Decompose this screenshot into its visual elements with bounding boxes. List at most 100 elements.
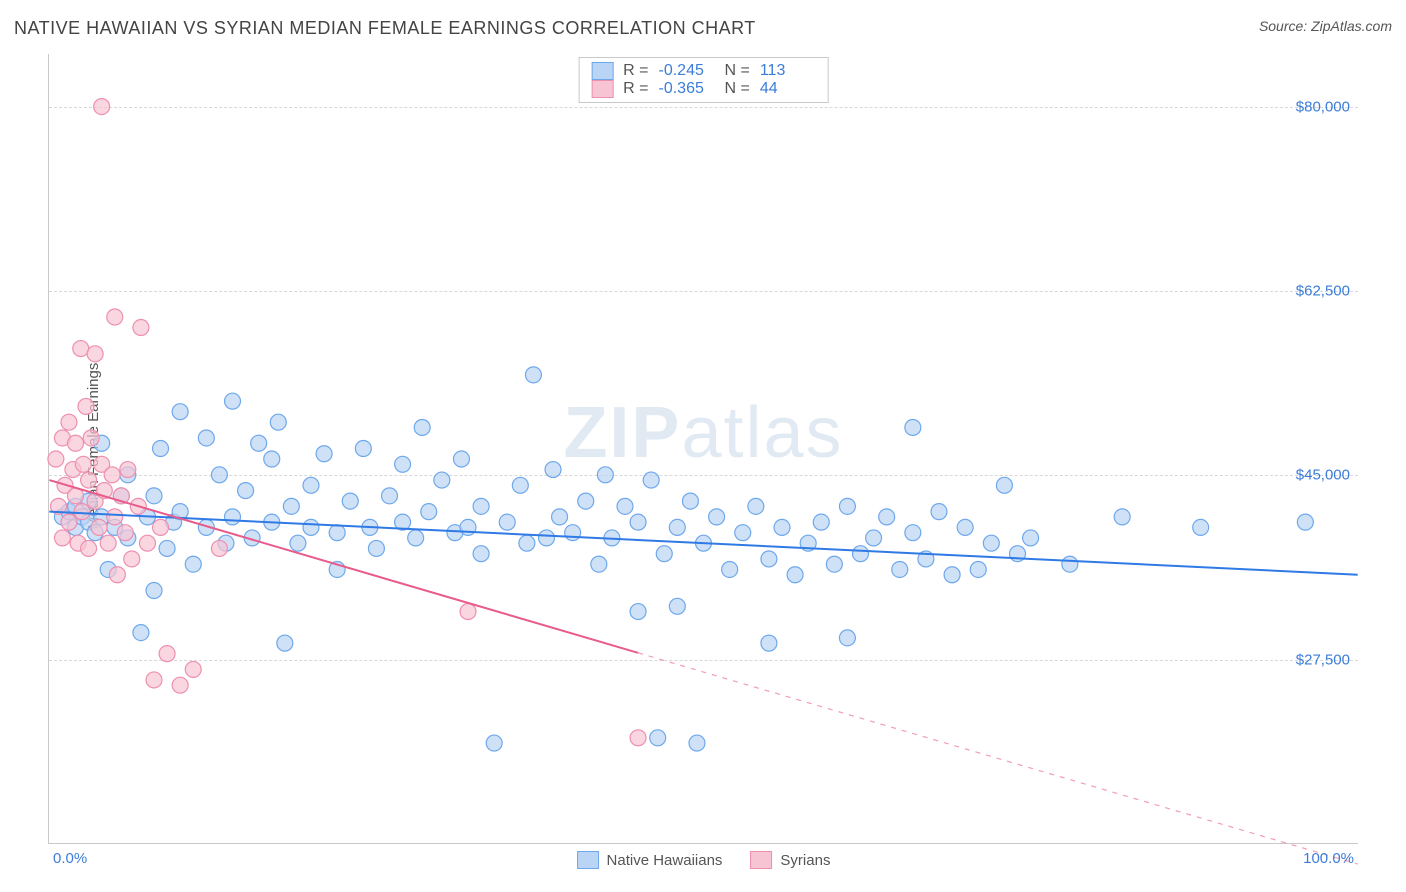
data-point	[552, 509, 568, 525]
data-point	[172, 677, 188, 693]
data-point	[153, 441, 169, 457]
data-point	[124, 551, 140, 567]
data-point	[761, 551, 777, 567]
data-point	[211, 540, 227, 556]
legend-swatch	[591, 62, 613, 80]
data-point	[643, 472, 659, 488]
data-point	[61, 414, 77, 430]
legend-swatch	[750, 851, 772, 869]
data-point	[133, 320, 149, 336]
r-value: -0.245	[659, 62, 715, 80]
data-point	[512, 477, 528, 493]
data-point	[630, 604, 646, 620]
data-point	[91, 519, 107, 535]
data-point	[277, 635, 293, 651]
data-point	[290, 535, 306, 551]
legend-label: Syrians	[780, 852, 830, 869]
data-point	[1193, 519, 1209, 535]
data-point	[83, 430, 99, 446]
legend-label: Native Hawaiians	[607, 852, 723, 869]
data-point	[473, 498, 489, 514]
data-point	[839, 498, 855, 514]
data-point	[87, 346, 103, 362]
data-point	[735, 525, 751, 541]
data-point	[892, 561, 908, 577]
data-point	[650, 730, 666, 746]
data-point	[48, 451, 64, 467]
data-point	[198, 430, 214, 446]
legend-swatch	[591, 80, 613, 98]
data-point	[1297, 514, 1313, 530]
stats-row: R =-0.365N =44	[591, 80, 816, 98]
data-point	[453, 451, 469, 467]
data-point	[120, 462, 136, 478]
data-point	[94, 99, 110, 115]
stats-row: R =-0.245N =113	[591, 62, 816, 80]
data-point	[408, 530, 424, 546]
data-point	[159, 646, 175, 662]
data-point	[499, 514, 515, 530]
data-point	[519, 535, 535, 551]
legend-item: Native Hawaiians	[577, 851, 723, 869]
trend-line-extrapolated	[638, 653, 1358, 864]
data-point	[689, 735, 705, 751]
scatter-svg	[49, 54, 1358, 843]
chart-title: NATIVE HAWAIIAN VS SYRIAN MEDIAN FEMALE …	[14, 18, 756, 39]
data-point	[460, 604, 476, 620]
plot-area: ZIPatlas $27,500$45,000$62,500$80,000 R …	[48, 54, 1358, 844]
data-point	[54, 530, 70, 546]
data-point	[414, 419, 430, 435]
data-point	[905, 525, 921, 541]
data-point	[1114, 509, 1130, 525]
data-point	[983, 535, 999, 551]
data-point	[597, 467, 613, 483]
legend-swatch	[577, 851, 599, 869]
x-tick-max: 100.0%	[1303, 850, 1354, 867]
stats-legend-box: R =-0.245N =113R =-0.365N =44	[578, 57, 829, 103]
n-label: N =	[725, 62, 750, 80]
r-label: R =	[623, 80, 648, 98]
data-point	[578, 493, 594, 509]
data-point	[539, 530, 555, 546]
data-point	[486, 735, 502, 751]
data-point	[355, 441, 371, 457]
data-point	[879, 509, 895, 525]
data-point	[761, 635, 777, 651]
data-point	[682, 493, 698, 509]
data-point	[1062, 556, 1078, 572]
data-point	[146, 672, 162, 688]
data-point	[866, 530, 882, 546]
data-point	[813, 514, 829, 530]
data-point	[329, 525, 345, 541]
n-value: 44	[760, 80, 816, 98]
data-point	[225, 393, 241, 409]
data-point	[944, 567, 960, 583]
data-point	[839, 630, 855, 646]
data-point	[107, 509, 123, 525]
legend-item: Syrians	[750, 851, 830, 869]
data-point	[185, 556, 201, 572]
data-point	[225, 509, 241, 525]
n-label: N =	[725, 80, 750, 98]
data-point	[669, 598, 685, 614]
data-point	[172, 404, 188, 420]
data-point	[525, 367, 541, 383]
data-point	[421, 504, 437, 520]
data-point	[139, 535, 155, 551]
data-point	[283, 498, 299, 514]
data-point	[81, 540, 97, 556]
data-point	[853, 546, 869, 562]
data-point	[722, 561, 738, 577]
data-point	[545, 462, 561, 478]
data-point	[931, 504, 947, 520]
data-point	[630, 730, 646, 746]
data-point	[133, 625, 149, 641]
data-point	[251, 435, 267, 451]
data-point	[382, 488, 398, 504]
data-point	[75, 456, 91, 472]
data-point	[68, 435, 84, 451]
data-point	[109, 567, 125, 583]
data-point	[303, 519, 319, 535]
data-point	[104, 467, 120, 483]
data-point	[185, 661, 201, 677]
